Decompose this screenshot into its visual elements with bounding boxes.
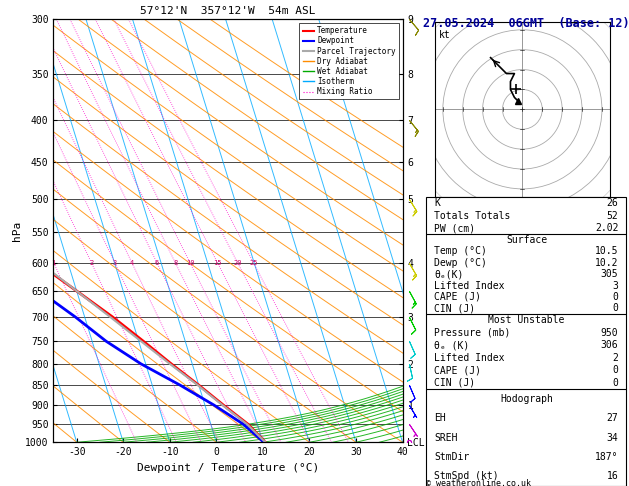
Text: PW (cm): PW (cm) (435, 223, 476, 233)
Text: 0: 0 (613, 303, 618, 313)
Text: 2: 2 (89, 260, 94, 266)
Text: 8: 8 (173, 260, 177, 266)
Text: 6: 6 (155, 260, 159, 266)
Text: 27.05.2024  06GMT  (Base: 12): 27.05.2024 06GMT (Base: 12) (423, 17, 629, 30)
Y-axis label: km
ASL: km ASL (426, 231, 444, 252)
Text: 52: 52 (607, 210, 618, 221)
Text: Pressure (mb): Pressure (mb) (435, 328, 511, 338)
Text: Lifted Index: Lifted Index (435, 280, 505, 291)
Text: 2.02: 2.02 (595, 223, 618, 233)
Text: 305: 305 (601, 269, 618, 279)
Text: Most Unstable: Most Unstable (488, 315, 565, 325)
Text: θₑ (K): θₑ (K) (435, 340, 470, 350)
X-axis label: Dewpoint / Temperature (°C): Dewpoint / Temperature (°C) (137, 463, 319, 473)
Text: CIN (J): CIN (J) (435, 303, 476, 313)
Text: kt: kt (439, 30, 450, 40)
Text: 306: 306 (601, 340, 618, 350)
Text: 0: 0 (613, 292, 618, 302)
Text: K: K (435, 198, 440, 208)
Text: 25: 25 (249, 260, 258, 266)
Text: Surface: Surface (506, 235, 547, 245)
Text: Hodograph: Hodograph (500, 394, 553, 404)
Text: 15: 15 (213, 260, 222, 266)
Text: 26: 26 (607, 198, 618, 208)
Text: 34: 34 (607, 433, 618, 443)
Text: StmSpd (kt): StmSpd (kt) (435, 471, 499, 481)
Text: 3: 3 (113, 260, 117, 266)
Text: 27: 27 (607, 413, 618, 423)
Text: 10.2: 10.2 (595, 258, 618, 268)
Text: CAPE (J): CAPE (J) (435, 292, 481, 302)
Text: 1: 1 (52, 260, 56, 266)
Title: 57°12'N  357°12'W  54m ASL: 57°12'N 357°12'W 54m ASL (140, 6, 316, 16)
Legend: Temperature, Dewpoint, Parcel Trajectory, Dry Adiabat, Wet Adiabat, Isotherm, Mi: Temperature, Dewpoint, Parcel Trajectory… (299, 23, 399, 99)
Text: 3: 3 (613, 280, 618, 291)
Text: 2: 2 (613, 353, 618, 363)
Y-axis label: hPa: hPa (13, 221, 22, 241)
Text: SREH: SREH (435, 433, 458, 443)
Text: Lifted Index: Lifted Index (435, 353, 505, 363)
Text: CAPE (J): CAPE (J) (435, 365, 481, 375)
Text: CIN (J): CIN (J) (435, 378, 476, 388)
Text: 950: 950 (601, 328, 618, 338)
Text: EH: EH (435, 413, 446, 423)
Text: 0: 0 (613, 365, 618, 375)
Text: 0: 0 (613, 378, 618, 388)
Text: © weatheronline.co.uk: © weatheronline.co.uk (426, 479, 532, 486)
Text: Temp (°C): Temp (°C) (435, 246, 487, 257)
Text: Totals Totals: Totals Totals (435, 210, 511, 221)
Text: StmDir: StmDir (435, 452, 470, 462)
Text: 187°: 187° (595, 452, 618, 462)
Text: Dewp (°C): Dewp (°C) (435, 258, 487, 268)
Text: 20: 20 (233, 260, 242, 266)
Text: θₑ(K): θₑ(K) (435, 269, 464, 279)
Text: 10.5: 10.5 (595, 246, 618, 257)
Text: 4: 4 (130, 260, 134, 266)
Text: 16: 16 (607, 471, 618, 481)
Text: 10: 10 (186, 260, 194, 266)
